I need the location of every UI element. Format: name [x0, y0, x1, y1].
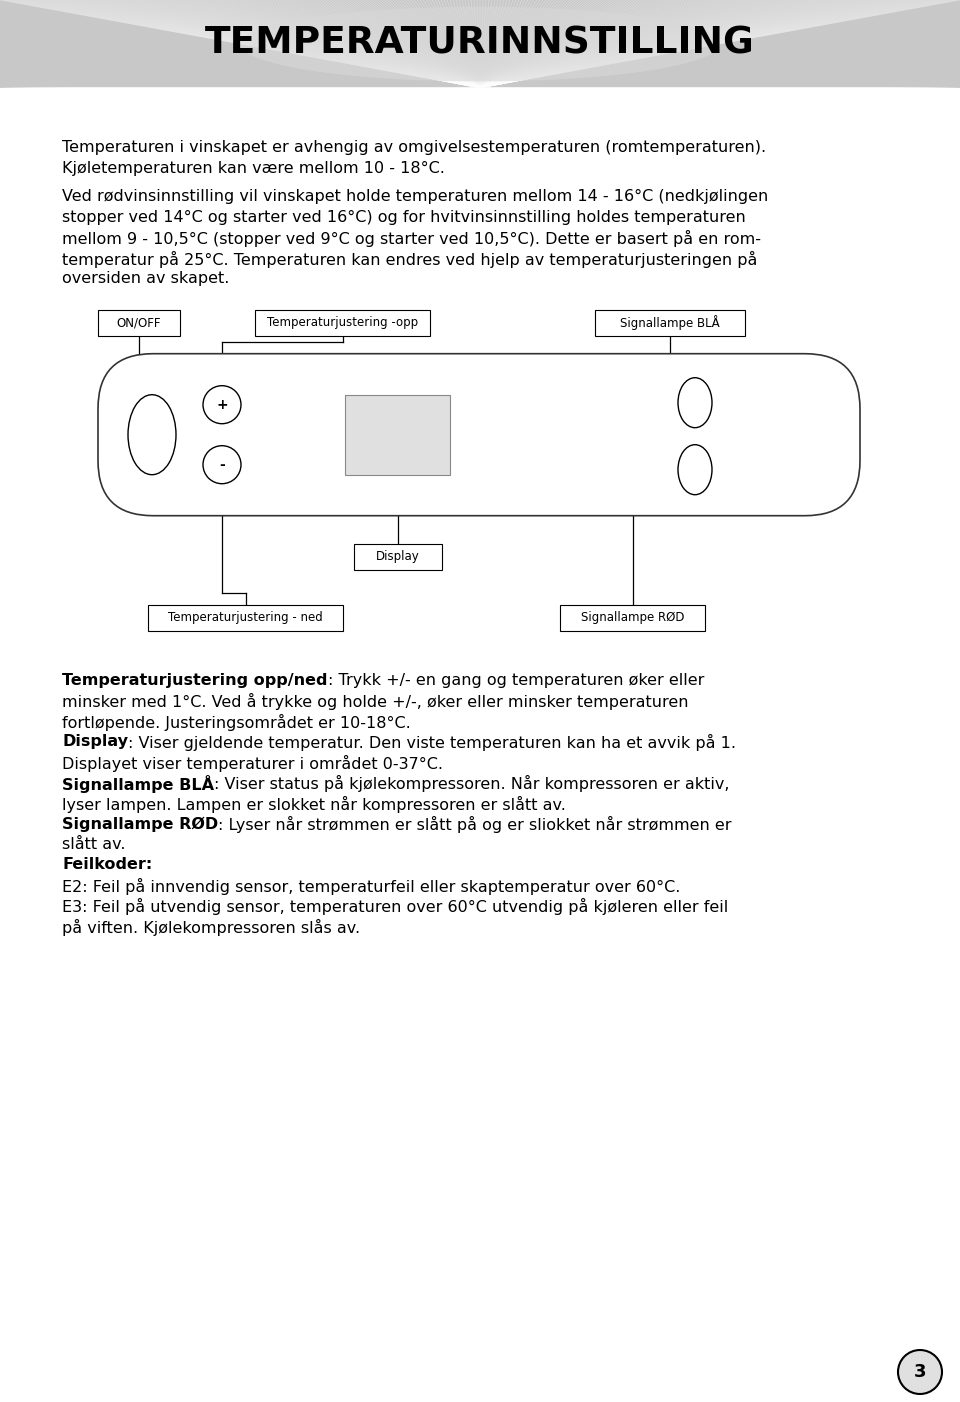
- Text: Temperaturjustering - ned: Temperaturjustering - ned: [168, 611, 323, 624]
- Text: Displayet viser temperaturer i området 0-37°C.: Displayet viser temperaturer i området 0…: [62, 754, 443, 771]
- Ellipse shape: [678, 377, 712, 428]
- Text: på viften. Kjølekompressoren slås av.: på viften. Kjølekompressoren slås av.: [62, 918, 360, 935]
- Text: minsker med 1°C. Ved å trykke og holde +/-, øker eller minsker temperaturen: minsker med 1°C. Ved å trykke og holde +…: [62, 693, 688, 711]
- Text: Temperaturjustering -opp: Temperaturjustering -opp: [267, 317, 418, 329]
- Text: Temperaturen i vinskapet er avhengig av omgivelsestemperaturen (romtemperaturen): Temperaturen i vinskapet er avhengig av …: [62, 140, 766, 156]
- Text: Signallampe BLÅ: Signallampe BLÅ: [62, 775, 214, 794]
- Text: Ved rødvinsinnstilling vil vinskapet holde temperaturen mellom 14 - 16°C (nedkjø: Ved rødvinsinnstilling vil vinskapet hol…: [62, 189, 768, 205]
- Text: E3: Feil på utvendig sensor, temperaturen over 60°C utvendig på kjøleren eller f: E3: Feil på utvendig sensor, temperature…: [62, 899, 729, 916]
- Ellipse shape: [240, 7, 720, 81]
- Text: fortløpende. Justeringsområdet er 10-18°C.: fortløpende. Justeringsområdet er 10-18°…: [62, 714, 411, 730]
- Text: stopper ved 14°C og starter ved 16°C) og for hvitvinsinnstilling holdes temperat: stopper ved 14°C og starter ved 16°C) og…: [62, 210, 746, 224]
- Text: Display: Display: [62, 735, 128, 749]
- Text: : Lyser når strømmen er slått på og er sliokket når strømmen er: : Lyser når strømmen er slått på og er s…: [218, 816, 732, 833]
- Text: Signallampe RØD: Signallampe RØD: [581, 611, 684, 624]
- Text: temperatur på 25°C. Temperaturen kan endres ved hjelp av temperaturjusteringen p: temperatur på 25°C. Temperaturen kan end…: [62, 251, 757, 268]
- FancyBboxPatch shape: [345, 395, 450, 475]
- Text: -: -: [219, 457, 225, 471]
- Circle shape: [203, 446, 241, 484]
- Text: oversiden av skapet.: oversiden av skapet.: [62, 271, 229, 286]
- Text: Signallampe RØD: Signallampe RØD: [62, 816, 218, 831]
- Text: Feilkoder:: Feilkoder:: [62, 857, 153, 872]
- Text: Signallampe BLÅ: Signallampe BLÅ: [620, 315, 720, 331]
- Text: Temperaturjustering opp/ned: Temperaturjustering opp/ned: [62, 673, 327, 688]
- FancyBboxPatch shape: [98, 353, 860, 516]
- Text: E2: Feil på innvendig sensor, temperaturfeil eller skaptemperatur over 60°C.: E2: Feil på innvendig sensor, temperatur…: [62, 878, 681, 894]
- Bar: [0, 0, 960, 88]
- Text: TEMPERATURINNSTILLING: TEMPERATURINNSTILLING: [205, 27, 755, 62]
- Text: 3: 3: [914, 1363, 926, 1381]
- Text: Kjøletemperaturen kan være mellom 10 - 18°C.: Kjøletemperaturen kan være mellom 10 - 1…: [62, 160, 444, 175]
- Text: : Viser status på kjølekompressoren. Når kompressoren er aktiv,: : Viser status på kjølekompressoren. Når…: [214, 775, 730, 792]
- Text: slått av.: slått av.: [62, 837, 126, 851]
- FancyBboxPatch shape: [560, 604, 705, 631]
- Text: Display: Display: [375, 550, 420, 564]
- Text: : Viser gjeldende temperatur. Den viste temperaturen kan ha et avvik på 1.: : Viser gjeldende temperatur. Den viste …: [128, 735, 736, 751]
- FancyBboxPatch shape: [353, 544, 442, 569]
- Circle shape: [203, 386, 241, 423]
- Text: lyser lampen. Lampen er slokket når kompressoren er slått av.: lyser lampen. Lampen er slokket når komp…: [62, 796, 565, 813]
- Ellipse shape: [128, 395, 176, 475]
- FancyBboxPatch shape: [595, 310, 745, 335]
- FancyBboxPatch shape: [148, 604, 343, 631]
- Text: ON/OFF: ON/OFF: [117, 317, 161, 329]
- Text: mellom 9 - 10,5°C (stopper ved 9°C og starter ved 10,5°C). Dette er basert på en: mellom 9 - 10,5°C (stopper ved 9°C og st…: [62, 230, 761, 247]
- FancyBboxPatch shape: [255, 310, 430, 335]
- Text: : Trykk +/- en gang og temperaturen øker eller: : Trykk +/- en gang og temperaturen øker…: [327, 673, 704, 688]
- FancyBboxPatch shape: [98, 310, 180, 335]
- Circle shape: [898, 1350, 942, 1394]
- Text: +: +: [216, 398, 228, 412]
- Ellipse shape: [678, 444, 712, 495]
